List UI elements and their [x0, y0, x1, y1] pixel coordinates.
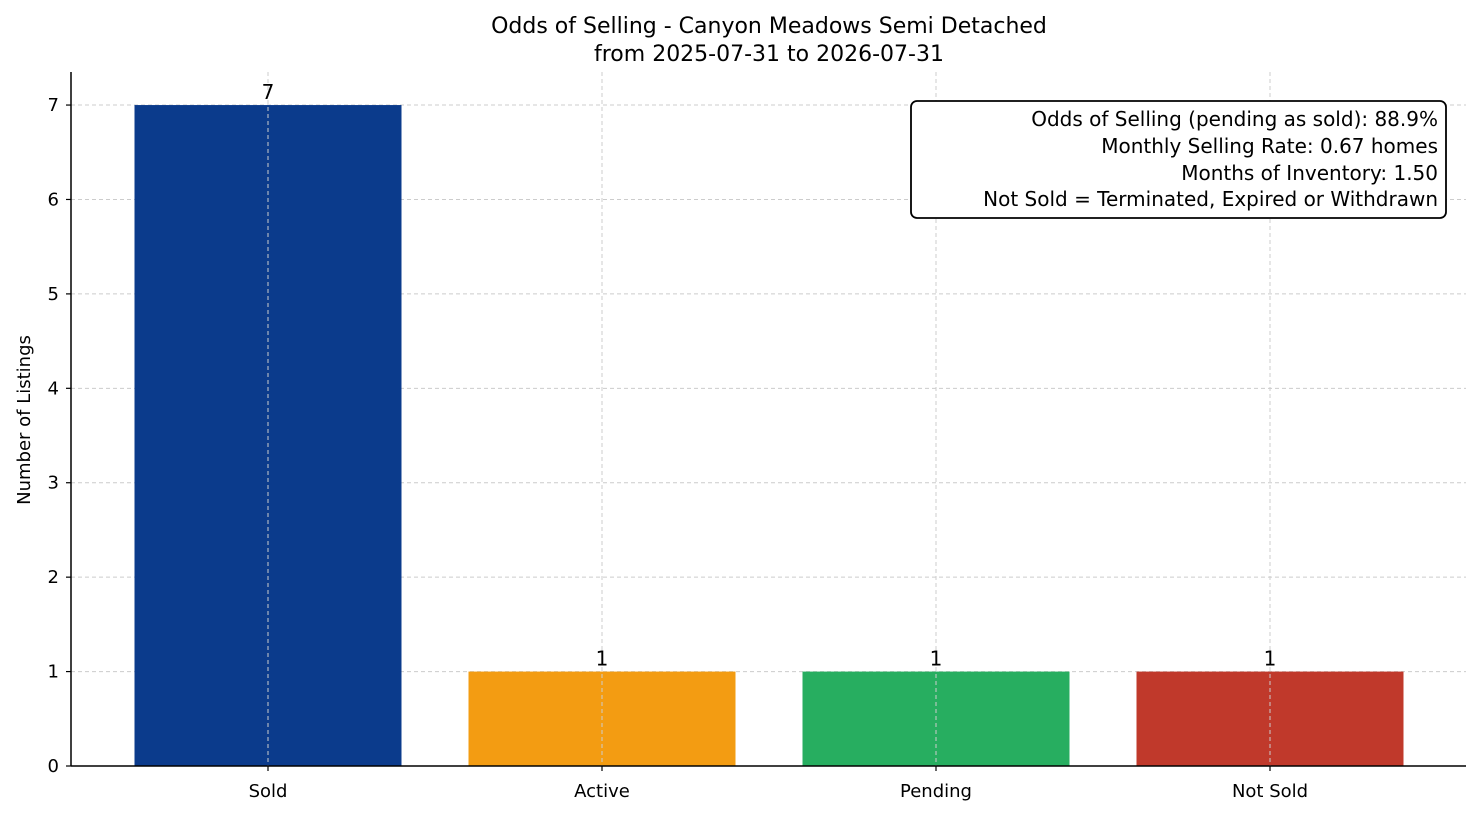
y-tick-label: 3 [48, 473, 59, 494]
y-tick-label: 2 [48, 567, 59, 588]
data-label: 7 [262, 80, 275, 104]
y-tick-label: 1 [48, 662, 59, 683]
y-tick-label: 4 [48, 378, 59, 399]
chart-title: Odds of Selling - Canyon Meadows Semi De… [491, 14, 1047, 39]
data-label-layer: 7 1 1 1 [262, 80, 1277, 671]
y-tick-label: 0 [48, 756, 59, 777]
info-line-not-sold-definition: Not Sold = Terminated, Expired or Withdr… [983, 187, 1438, 211]
data-label: 1 [930, 647, 943, 671]
data-label: 1 [1264, 647, 1277, 671]
chart-subtitle: from 2025-07-31 to 2026-07-31 [594, 42, 944, 67]
info-line-selling-rate: Monthly Selling Rate: 0.67 homes [1101, 134, 1438, 158]
y-tick-label: 6 [48, 189, 59, 210]
y-tick-label: 5 [48, 284, 59, 305]
x-tick-label: Sold [249, 781, 288, 802]
axis-layer: 0 1 2 3 4 5 6 7 Sold Active Pending Not Sold [48, 72, 1466, 802]
data-label: 1 [596, 647, 609, 671]
bar-sold [134, 105, 402, 767]
y-axis-label: Number of Listings [14, 335, 35, 505]
x-tick-label: Pending [900, 781, 972, 802]
x-tick-label: Active [574, 781, 630, 802]
info-line-months-inventory: Months of Inventory: 1.50 [1181, 161, 1438, 185]
info-box: Odds of Selling (pending as sold): 88.9%… [910, 100, 1447, 219]
y-tick-label: 7 [48, 95, 59, 116]
x-tick-label: Not Sold [1232, 781, 1308, 802]
info-box-frame [910, 100, 1447, 219]
info-line-odds: Odds of Selling (pending as sold): 88.9% [1031, 107, 1438, 131]
